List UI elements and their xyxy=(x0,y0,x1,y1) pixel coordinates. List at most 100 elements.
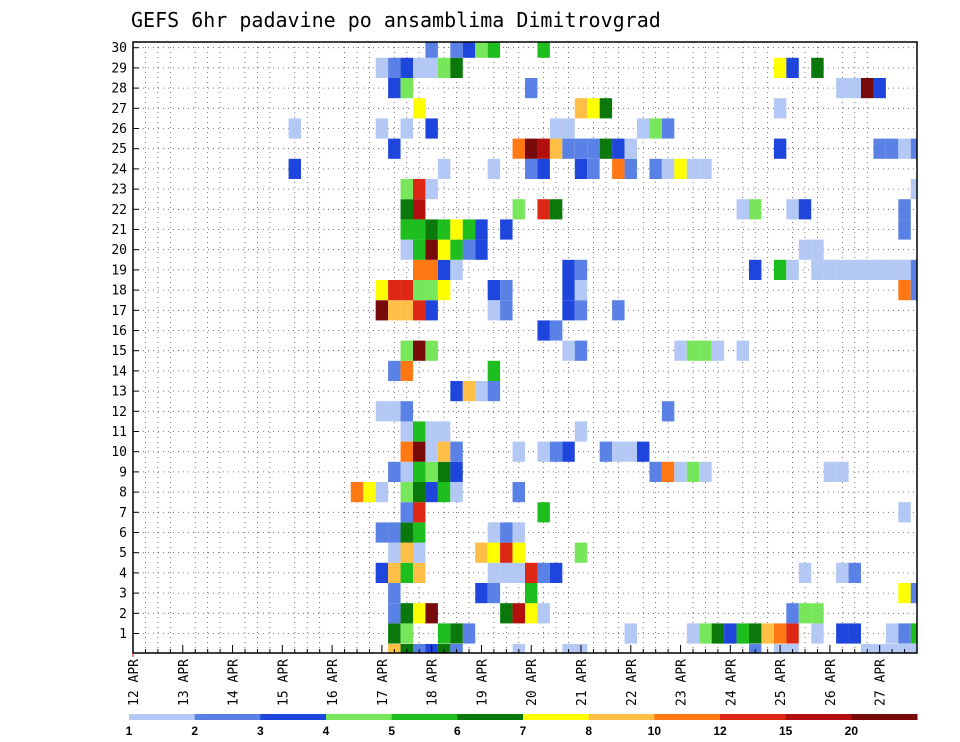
precip-cell xyxy=(525,583,538,604)
precip-cell xyxy=(836,461,849,482)
precip-cell xyxy=(512,441,525,462)
precip-cell xyxy=(400,300,413,321)
y-tick-label: 10 xyxy=(111,445,127,460)
precip-cell xyxy=(898,502,911,523)
precip-cell xyxy=(450,219,463,240)
precip-cell xyxy=(549,138,563,159)
precip-cell xyxy=(450,623,463,644)
legend-label: 12 xyxy=(713,724,727,738)
y-tick-label: 26 xyxy=(111,122,127,137)
precip-cell xyxy=(674,461,687,482)
legend-label: 15 xyxy=(779,724,793,738)
y-tick-label: 20 xyxy=(111,243,127,258)
y-tick-label: 4 xyxy=(119,566,127,581)
precip-cell xyxy=(512,644,525,653)
precip-cell xyxy=(450,482,463,503)
precip-cell xyxy=(425,179,438,200)
precip-cell xyxy=(500,280,513,301)
precip-cell xyxy=(910,138,917,159)
x-tick-label: 20 APR xyxy=(525,659,540,706)
y-tick-label: 15 xyxy=(111,344,127,359)
precip-cell xyxy=(400,441,413,462)
precip-cell xyxy=(898,583,911,604)
precip-cell xyxy=(512,542,525,563)
y-tick-label: 24 xyxy=(111,162,127,177)
precip-cell xyxy=(500,522,513,543)
precip-cell xyxy=(288,118,301,139)
y-tick-label: 29 xyxy=(111,61,127,76)
precip-cell xyxy=(400,199,413,220)
precip-cell xyxy=(400,280,413,301)
precip-cell xyxy=(413,340,426,361)
precip-cell xyxy=(400,78,413,99)
precip-cell xyxy=(786,644,799,653)
precip-cell xyxy=(786,603,799,624)
precip-cell xyxy=(873,78,886,99)
precip-cell xyxy=(612,300,625,321)
precip-cell xyxy=(375,280,389,301)
precip-cell xyxy=(425,239,438,260)
precip-cell xyxy=(437,644,451,653)
precip-cell xyxy=(836,78,849,99)
precip-cell xyxy=(475,381,488,402)
precip-cell xyxy=(388,138,401,159)
y-tick-label: 5 xyxy=(119,546,127,561)
y-tick-label: 19 xyxy=(111,263,127,278)
y-tick-label: 14 xyxy=(111,364,127,379)
precip-cell xyxy=(699,158,712,179)
precip-cell xyxy=(500,542,513,563)
precip-cell xyxy=(288,158,301,179)
y-tick-label: 11 xyxy=(111,425,127,440)
precip-cell xyxy=(388,280,401,301)
precip-cell xyxy=(612,138,625,159)
precip-cell xyxy=(761,623,774,644)
precip-cell xyxy=(885,644,899,653)
precip-cell xyxy=(861,644,874,653)
precip-cell xyxy=(400,340,413,361)
precip-cell xyxy=(437,259,451,280)
legend-label: 1 xyxy=(126,724,133,738)
y-tick-label: 16 xyxy=(111,324,127,339)
precip-cell xyxy=(724,623,737,644)
precip-cell xyxy=(562,259,575,280)
precip-cell xyxy=(773,57,787,78)
precip-cell xyxy=(350,482,364,503)
legend-swatch xyxy=(129,714,196,720)
precip-cell xyxy=(836,259,849,280)
precip-cell xyxy=(898,199,911,220)
precip-cell xyxy=(487,300,501,321)
precip-cell xyxy=(773,259,787,280)
precip-cell xyxy=(388,603,401,624)
precip-cell xyxy=(736,623,749,644)
precip-cell xyxy=(612,441,625,462)
precip-cell xyxy=(910,259,917,280)
precip-cell xyxy=(437,57,451,78)
precip-cell xyxy=(400,401,413,422)
x-tick-label: 18 APR xyxy=(426,659,441,706)
y-tick-label: 1 xyxy=(119,627,127,642)
precip-cell xyxy=(861,78,874,99)
precip-cell xyxy=(811,57,824,78)
precip-cell xyxy=(437,239,451,260)
precip-cell xyxy=(500,603,513,624)
x-tick-label: 27 APR xyxy=(874,659,889,706)
precip-cell xyxy=(811,259,824,280)
x-axis-ticks: 12 APR 13 APR 14 APR 15 APR 16 APR 17 APR 18 A… xyxy=(127,645,906,706)
precip-cell xyxy=(537,158,550,179)
precip-cell xyxy=(773,138,787,159)
precip-cell xyxy=(462,239,476,260)
legend-label: 4 xyxy=(323,724,330,738)
precip-cell xyxy=(525,138,538,159)
precip-cell xyxy=(512,482,525,503)
precip-cell xyxy=(836,623,849,644)
precip-cell xyxy=(574,138,588,159)
precip-cell xyxy=(811,623,824,644)
legend-label: 6 xyxy=(454,724,461,738)
precip-cell xyxy=(487,360,501,381)
precip-cell xyxy=(425,421,438,442)
precip-cell xyxy=(413,542,426,563)
x-tick-label: 13 APR xyxy=(177,659,192,706)
legend-swatch xyxy=(654,714,721,720)
precip-cell xyxy=(686,623,700,644)
